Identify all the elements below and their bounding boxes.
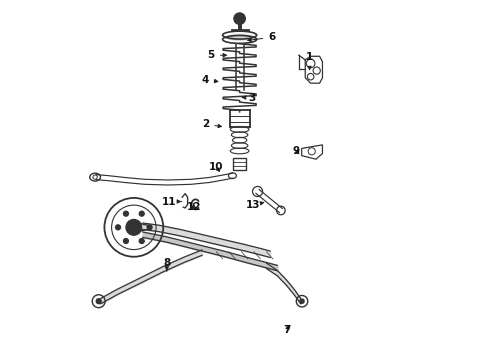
Circle shape [234, 13, 245, 24]
Circle shape [116, 225, 121, 230]
Text: 11: 11 [161, 197, 181, 207]
Text: 1: 1 [306, 52, 313, 69]
Text: 12: 12 [187, 202, 201, 212]
Circle shape [96, 299, 101, 304]
Circle shape [123, 238, 128, 243]
Text: 4: 4 [201, 75, 218, 85]
Text: 10: 10 [209, 162, 223, 172]
Circle shape [300, 299, 304, 303]
Bar [233, 158, 246, 170]
Text: 2: 2 [202, 120, 221, 129]
Text: 7: 7 [284, 325, 291, 335]
Text: 6: 6 [248, 32, 275, 42]
Text: 3: 3 [243, 93, 256, 103]
Circle shape [147, 225, 152, 230]
Circle shape [123, 211, 128, 216]
Ellipse shape [227, 35, 252, 40]
Text: 9: 9 [293, 145, 300, 156]
Text: 5: 5 [208, 50, 226, 60]
Circle shape [139, 211, 144, 216]
Text: 13: 13 [246, 200, 264, 210]
Circle shape [126, 220, 142, 235]
Circle shape [139, 238, 144, 243]
Text: 8: 8 [163, 258, 171, 271]
